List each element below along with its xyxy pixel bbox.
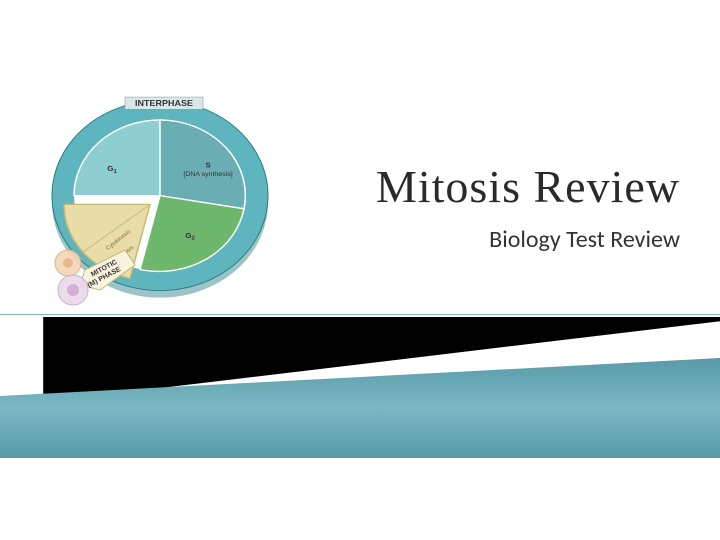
cell-cycle-svg: INTERPHASE G1 S [DNA synthesis] G2 Cytok… [30, 85, 310, 315]
cell-cycle-diagram: INTERPHASE G1 S [DNA synthesis] G2 Cytok… [30, 85, 310, 285]
slide-subtitle: Biology Test Review [489, 225, 680, 254]
interphase-label: INTERPHASE [135, 98, 193, 107]
s-sublabel: [DNA synthesis] [183, 172, 232, 179]
slide-container: INTERPHASE G1 S [DNA synthesis] G2 Cytok… [0, 0, 720, 540]
s-label: S [205, 161, 210, 169]
slide-title: Mitosis Review [376, 160, 680, 213]
divider-line [0, 314, 720, 315]
